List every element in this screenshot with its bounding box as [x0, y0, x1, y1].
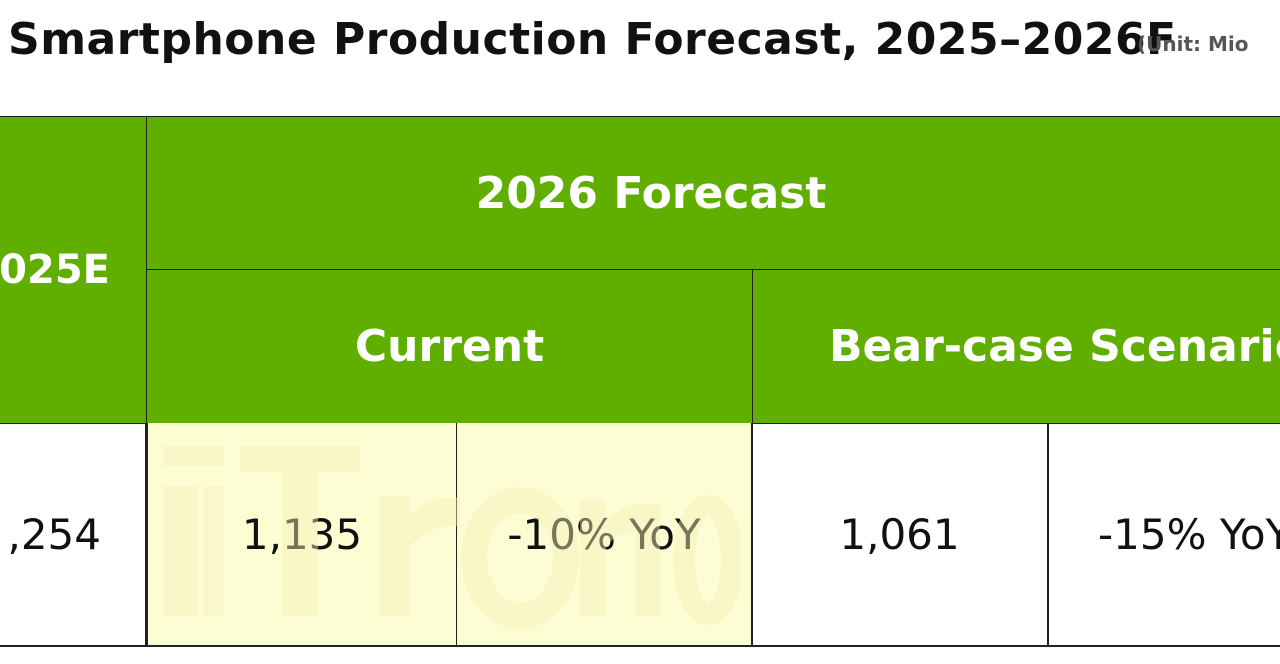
unit-label: (Unit: Mio	[1137, 32, 1249, 56]
cell-bear-value: 1,061	[752, 423, 1049, 647]
title-bar: Smartphone Production Forecast, 2025–202…	[0, 0, 1280, 90]
cell-current-value: 1,135	[146, 423, 458, 647]
subheader-current-label: Current	[354, 321, 545, 372]
page-title: Smartphone Production Forecast, 2025–202…	[8, 14, 1177, 65]
subheader-bear-case-label: Bear-case Scenario	[829, 321, 1280, 372]
subheader-bear-case: Bear-case Scenario	[752, 269, 1280, 424]
subheader-current: Current	[146, 269, 753, 424]
header-2025e-label: 025E	[0, 247, 110, 293]
header-2026-forecast: 2026 Forecast	[146, 116, 1280, 270]
cell-2025e-value: ,254	[0, 423, 147, 647]
forecast-table: 025E 2026 Forecast Current Bear-case Sce…	[0, 116, 1280, 648]
header-2025e: 025E	[0, 116, 147, 424]
cell-current-yoy: -10% YoY	[457, 423, 753, 647]
cell-bear-yoy: -15% YoY	[1048, 423, 1280, 647]
header-2026-forecast-label: 2026 Forecast	[475, 167, 827, 219]
